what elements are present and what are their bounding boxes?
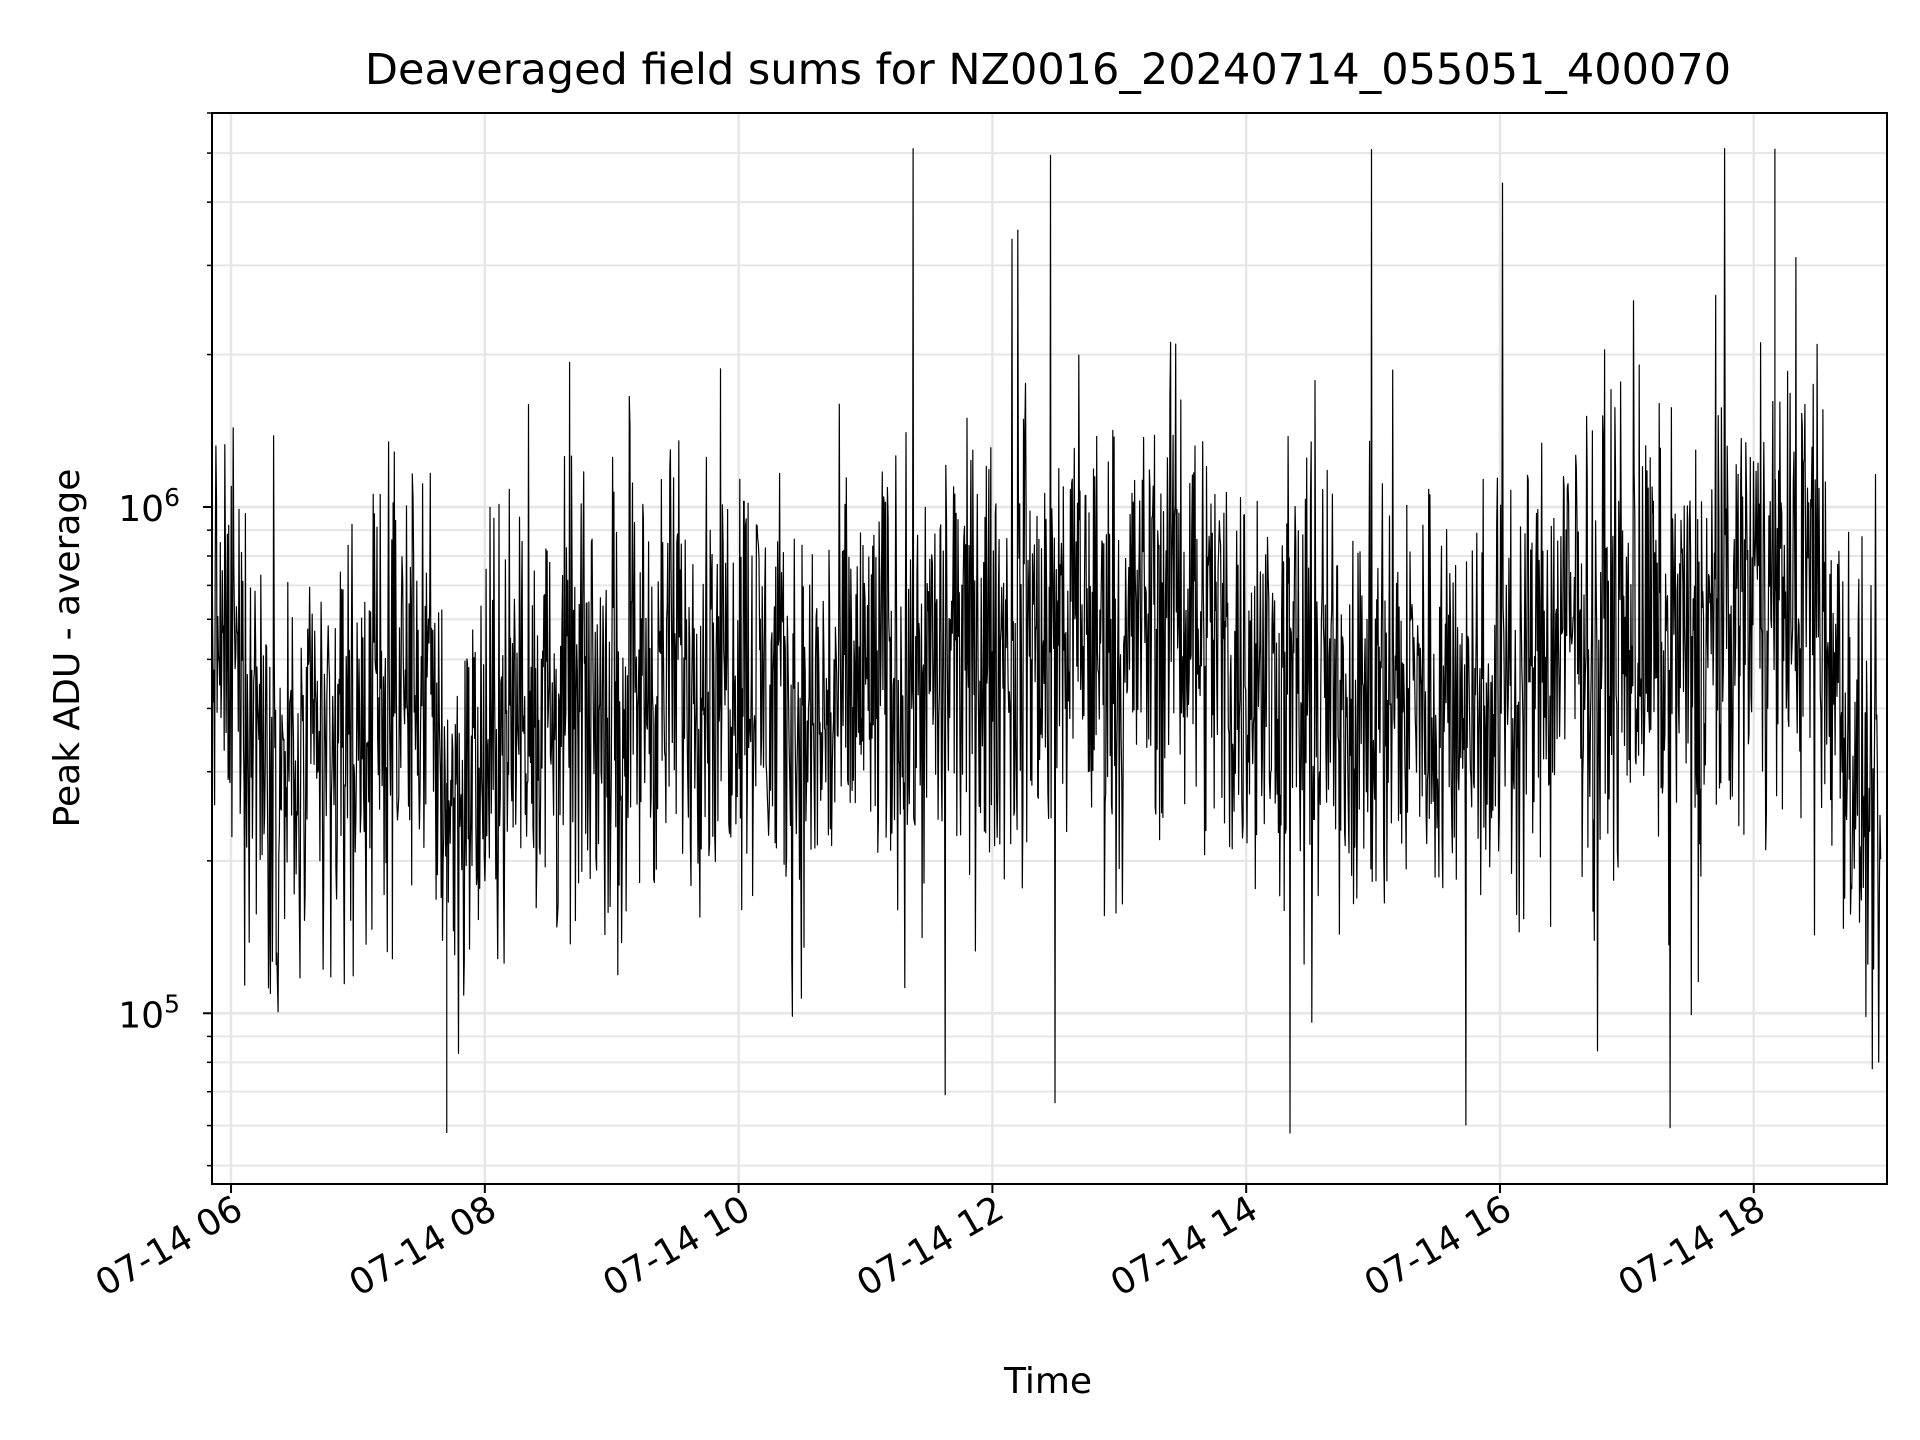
y-tick-label: 106	[118, 483, 180, 530]
y-axis-label: Peak ADU - average	[47, 469, 88, 828]
x-axis-label: Time	[1003, 1361, 1092, 1402]
series-line	[212, 148, 1882, 1134]
y-axis: 105 106	[118, 112, 212, 1167]
chart-title: Deaveraged field sums for NZ0016_2024071…	[365, 45, 1731, 95]
y-tick-label: 105	[118, 989, 180, 1036]
plot-frame	[211, 112, 1888, 1185]
series-layer	[212, 148, 1882, 1134]
